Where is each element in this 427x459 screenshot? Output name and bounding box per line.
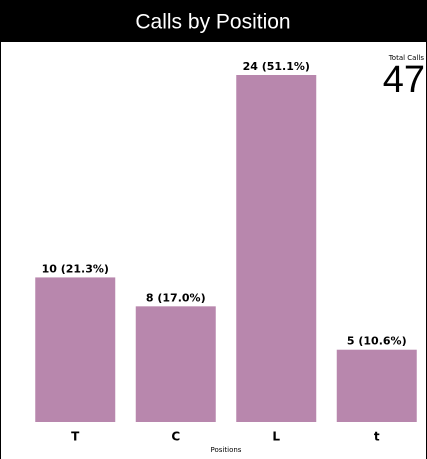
chart-title: Calls by Position (135, 11, 290, 34)
value-label: 24 (51.1%) (243, 60, 310, 73)
x-axis-label: Positions (211, 446, 242, 454)
x-tick-label: T (71, 430, 80, 444)
value-label: 10 (21.3%) (42, 262, 109, 275)
x-tick-label: C (171, 430, 180, 444)
total-label: Total Calls (388, 54, 425, 62)
header-bar (0, 0, 427, 42)
bar (236, 75, 317, 422)
bar (135, 306, 216, 422)
bar (35, 277, 116, 422)
value-label: 5 (10.6%) (347, 335, 407, 348)
x-tick-label: t (374, 430, 380, 444)
x-tick-label: L (272, 430, 280, 444)
value-label: 8 (17.0%) (146, 291, 206, 304)
total-value: 47 (383, 59, 425, 101)
bar (336, 349, 417, 422)
